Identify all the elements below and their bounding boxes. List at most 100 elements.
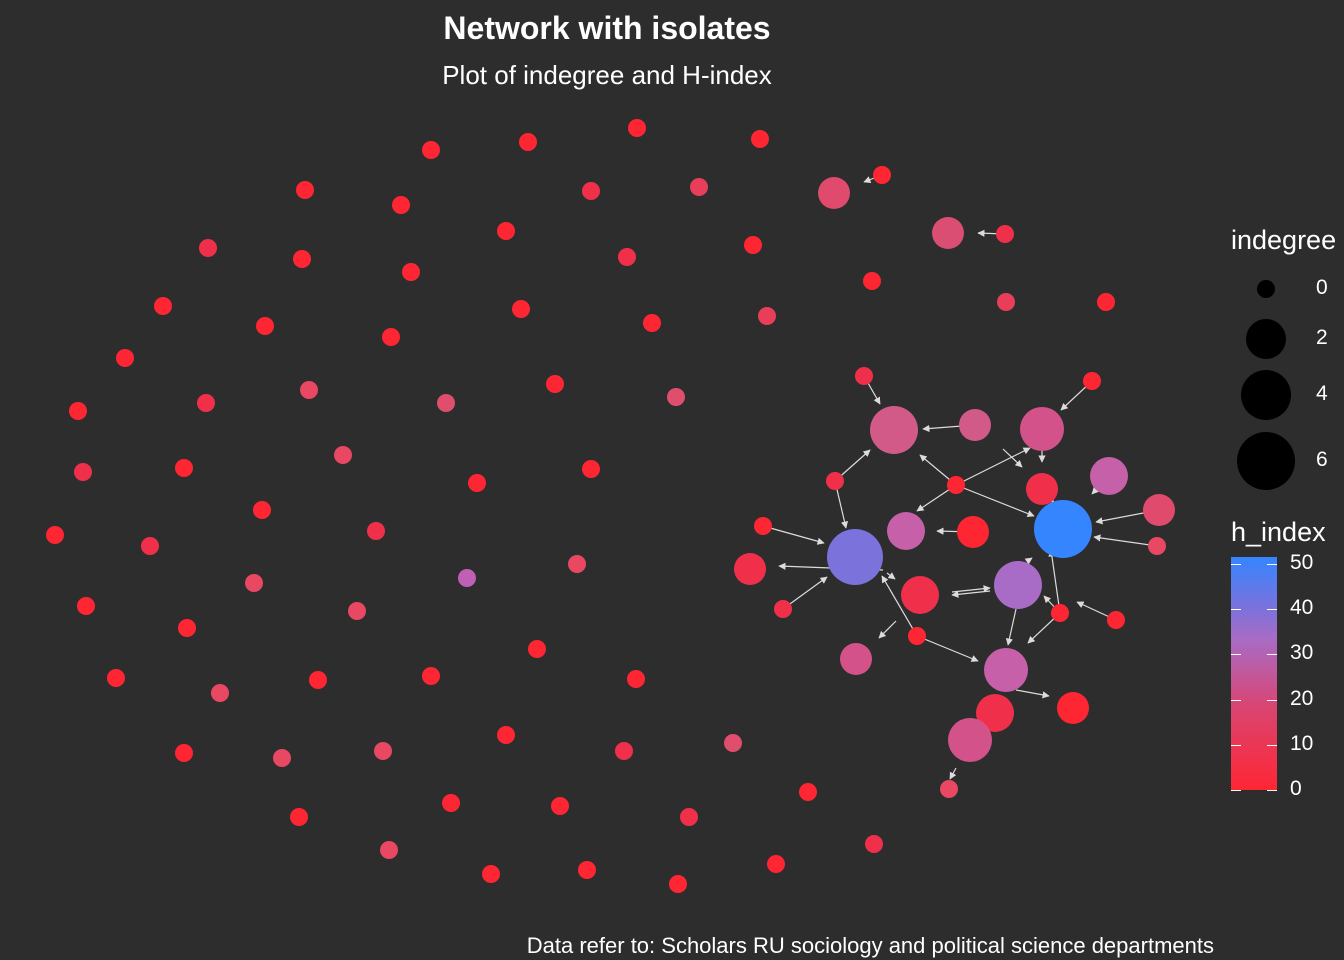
network-node	[392, 196, 410, 214]
network-node	[154, 297, 172, 315]
color-bar-label: 30	[1290, 641, 1314, 664]
network-node	[994, 561, 1042, 609]
network-node	[116, 349, 134, 367]
network-node	[865, 835, 883, 853]
network-node	[669, 875, 687, 893]
color-bar-tick	[1267, 564, 1277, 565]
network-node	[734, 553, 766, 585]
network-edge	[1024, 557, 1033, 565]
network-node	[482, 865, 500, 883]
network-node	[442, 794, 460, 812]
network-node	[293, 250, 311, 268]
color-bar	[1231, 557, 1277, 790]
plot-title: Network with isolates	[443, 10, 771, 46]
color-bar-tick	[1231, 745, 1241, 746]
color-bar-tick	[1231, 700, 1241, 701]
network-node	[468, 474, 486, 492]
network-edge	[1002, 448, 1023, 468]
size-legend-key	[1241, 370, 1291, 420]
network-node	[996, 225, 1014, 243]
network-node	[826, 472, 844, 490]
plot-subtitle: Plot of indegree and H-index	[442, 60, 772, 90]
network-node	[957, 516, 989, 548]
network-node	[873, 166, 891, 184]
network-edge	[782, 576, 828, 610]
network-node	[69, 402, 87, 420]
network-node	[497, 726, 515, 744]
network-node	[497, 222, 515, 240]
network-node	[901, 576, 939, 614]
network-node	[519, 133, 537, 151]
color-bar-label: 40	[1290, 596, 1314, 619]
network-node	[667, 388, 685, 406]
size-legend-title: indegree	[1231, 225, 1337, 255]
color-legend-title: h_index	[1231, 517, 1326, 547]
color-bar-tick	[1231, 790, 1241, 791]
color-bar-tick	[1267, 700, 1277, 701]
color-bar-label: 0	[1290, 777, 1302, 800]
network-node	[1148, 537, 1166, 555]
network-node	[628, 119, 646, 137]
network-node	[1090, 457, 1128, 495]
network-edge	[886, 572, 896, 580]
size-legend-key	[1257, 280, 1275, 298]
size-legend-label: 0	[1316, 276, 1328, 299]
network-node	[643, 314, 661, 332]
network-edge	[1015, 689, 1050, 699]
network-node	[568, 555, 586, 573]
network-node	[940, 780, 958, 798]
network-edge	[1093, 534, 1158, 547]
network-node	[582, 460, 600, 478]
caption: Data refer to: Scholars RU sociology and…	[526, 933, 1214, 958]
color-bar-label: 10	[1290, 732, 1314, 755]
network-node	[309, 671, 327, 689]
network-node	[199, 239, 217, 257]
network-edge	[762, 525, 825, 545]
network-node	[1051, 604, 1069, 622]
network-node	[77, 597, 95, 615]
network-edge	[878, 620, 897, 639]
network-node	[197, 394, 215, 412]
color-bar-tick	[1231, 654, 1241, 655]
network-node	[908, 627, 926, 645]
network-node	[245, 574, 263, 592]
network-node	[256, 317, 274, 335]
network-node	[818, 177, 850, 209]
network-node	[1097, 293, 1115, 311]
network-edge	[949, 767, 957, 780]
network-node	[175, 459, 193, 477]
network-node	[680, 808, 698, 826]
network-node	[374, 742, 392, 760]
network-node	[984, 648, 1028, 692]
size-legend-key	[1237, 432, 1295, 490]
network-node	[1020, 407, 1064, 451]
network-node	[947, 476, 965, 494]
network-node	[528, 640, 546, 658]
network-node	[382, 328, 400, 346]
network-edge	[955, 447, 1031, 486]
network-edge	[951, 585, 991, 593]
network-node	[754, 517, 772, 535]
network-node	[296, 181, 314, 199]
network-node	[799, 783, 817, 801]
network-node	[887, 512, 925, 550]
size-legend-key	[1246, 319, 1286, 359]
network-node	[141, 537, 159, 555]
color-bar-tick	[1231, 609, 1241, 610]
color-bar-tick	[1267, 745, 1277, 746]
network-node	[1143, 494, 1175, 526]
size-legend-label: 2	[1316, 326, 1328, 349]
network-node	[1034, 500, 1092, 558]
network-edge	[1048, 549, 1061, 614]
color-bar-label: 50	[1290, 551, 1314, 574]
network-node	[512, 300, 530, 318]
network-node	[870, 406, 918, 454]
network-node	[932, 217, 964, 249]
color-bar-tick	[1267, 790, 1277, 791]
network-node	[1057, 692, 1089, 724]
network-node	[1026, 473, 1058, 505]
network-node	[615, 742, 633, 760]
network-node	[422, 141, 440, 159]
network-edge	[955, 484, 1035, 517]
size-legend-label: 6	[1316, 448, 1328, 471]
